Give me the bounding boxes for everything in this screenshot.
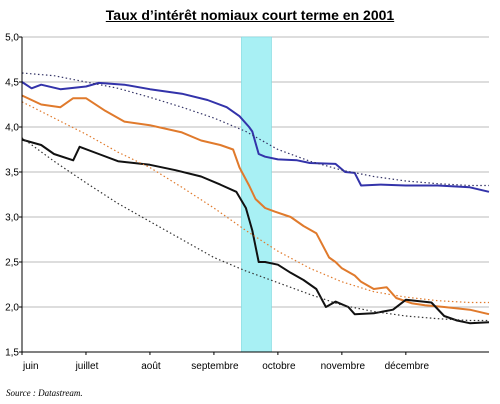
chart-title: Taux d’intérêt nomiaux court terme en 20… — [105, 7, 395, 23]
x-tick-label: juillet — [75, 361, 99, 372]
y-tick-label: 1,5 — [5, 348, 19, 359]
series-line — [21, 81, 490, 193]
y-tick-label: 4,0 — [5, 123, 19, 134]
series-line — [21, 138, 490, 325]
y-tick-label: 3,0 — [5, 213, 19, 224]
x-tick-label: septembre — [191, 361, 239, 372]
y-tick-label: 4,5 — [5, 78, 19, 89]
y-tick-label: 2,5 — [5, 258, 19, 269]
source-note: Source : Datastream. — [6, 388, 83, 398]
trend-line — [21, 137, 489, 322]
series-layer — [21, 72, 490, 325]
highlight-band — [241, 36, 272, 353]
y-tick-label: 5,0 — [5, 33, 19, 44]
axis-layer: 1,5 2,0 2,5 3,0 3,5 4,0 4,5 5,0 juin juillet août s… — [5, 33, 489, 372]
x-tick-label: août — [141, 361, 161, 372]
x-tick-label: juin — [22, 361, 39, 372]
y-tick-label: 3,5 — [5, 168, 19, 179]
trend-line — [21, 72, 489, 187]
x-tick-label: octobre — [262, 361, 296, 372]
y-tick-label: 2,0 — [5, 303, 19, 314]
x-tick-label: décembre — [385, 361, 430, 372]
highlight-band-layer — [241, 36, 272, 353]
x-tick-label: novembre — [321, 361, 366, 372]
